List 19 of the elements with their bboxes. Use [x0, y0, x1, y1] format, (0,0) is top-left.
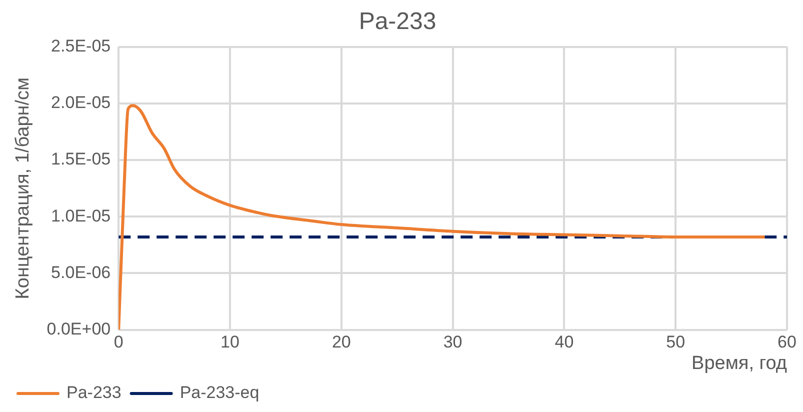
line-series — [118, 104, 766, 330]
x-tick-label: 10 — [220, 332, 240, 352]
chart-title: Pa-233 — [358, 8, 436, 36]
y-tick-label: 2.0E-05 — [51, 93, 111, 112]
x-tick-label: 30 — [443, 332, 462, 352]
x-tick-label: 50 — [666, 332, 686, 352]
y-tick-label: 2.5E-05 — [51, 36, 111, 56]
y-tick-label: 5.0E-06 — [51, 262, 111, 282]
x-tick-label: 20 — [332, 332, 351, 352]
legend-label: Pa-233 — [66, 383, 122, 402]
x-tick-label: 0 — [114, 332, 124, 352]
y-tick-label: 0.0E+00 — [46, 319, 111, 338]
y-axis-title: Концентрация, 1/барн/см — [12, 77, 34, 300]
x-axis-title: Время, год — [692, 352, 787, 374]
x-tick-label: 40 — [554, 332, 574, 352]
y-tick-label: 1.0E-05 — [51, 206, 111, 226]
y-tick-label: 1.5E-05 — [51, 150, 111, 169]
legend-label: Pa-233-eq — [180, 383, 260, 402]
x-tick-label: 60 — [778, 332, 796, 352]
